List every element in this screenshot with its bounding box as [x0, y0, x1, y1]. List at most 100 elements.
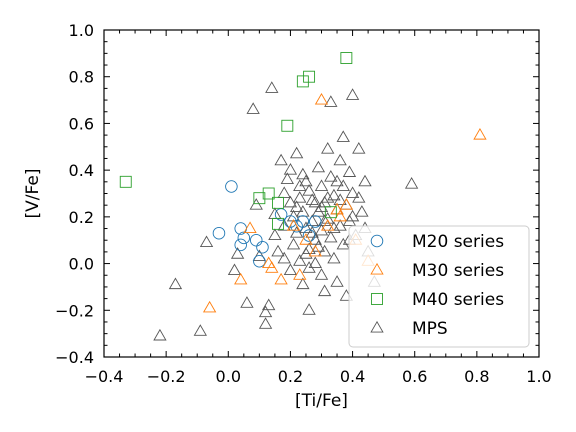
legend-marker [370, 262, 384, 275]
axis-ticks [103, 29, 540, 358]
legend-label: M40 series [412, 290, 504, 310]
data-point [311, 160, 326, 173]
y-tick-label: −0.4 [55, 348, 94, 367]
data-point [283, 163, 298, 175]
data-point [345, 186, 360, 198]
data-point [256, 240, 269, 254]
data-point [352, 142, 366, 154]
legend-box [348, 225, 530, 348]
data-point [243, 221, 257, 234]
legend: M20 series M30 series M40 series MPS [348, 225, 530, 348]
series-m40-series [119, 52, 353, 230]
data-point [305, 193, 319, 205]
y-tick-label: −0.2 [55, 301, 94, 320]
x-tick-label: 0.0 [216, 367, 241, 386]
data-point [327, 221, 341, 234]
data-point [314, 268, 329, 280]
data-point [321, 191, 335, 203]
data-point [153, 328, 167, 341]
y-tick-label: 0.8 [69, 68, 94, 87]
y-axis-label: [V/Fe] [23, 169, 43, 219]
data-point [296, 167, 310, 180]
data-point [330, 174, 344, 187]
x-tick-label: 0.8 [464, 367, 489, 386]
data-point [303, 70, 316, 83]
x-tick-label: 1.0 [526, 367, 551, 386]
data-point [268, 228, 282, 241]
data-point [234, 272, 248, 285]
data-point [253, 254, 266, 268]
data-point [336, 130, 350, 142]
data-point [308, 195, 322, 208]
data-point [199, 235, 214, 248]
data-point [330, 202, 344, 215]
data-point [308, 244, 322, 257]
data-point [321, 219, 335, 231]
data-point [277, 219, 291, 231]
legend-marker [371, 293, 383, 305]
data-point [314, 200, 329, 212]
legend-label: M20 series [412, 232, 504, 252]
data-point [225, 180, 238, 193]
data-point [252, 249, 267, 262]
data-point [324, 170, 338, 182]
x-tick-label: 0.2 [278, 367, 303, 386]
data-point [302, 184, 316, 196]
points-layer [119, 52, 487, 341]
data-point [308, 233, 322, 245]
data-point [296, 75, 309, 88]
data-point [272, 217, 284, 230]
data-point [342, 165, 357, 177]
data-point [345, 88, 360, 100]
legend-label: MPS [412, 319, 448, 339]
legend-marker [370, 234, 384, 248]
data-point [212, 226, 226, 240]
data-point [193, 324, 207, 336]
data-point [309, 215, 322, 228]
data-point [324, 95, 338, 107]
data-point [352, 191, 366, 203]
data-point [265, 81, 279, 93]
data-point [168, 277, 183, 290]
data-point [333, 209, 347, 222]
data-point [249, 233, 263, 247]
data-point [340, 52, 353, 64]
data-point [327, 251, 341, 264]
data-point [296, 277, 310, 290]
data-point [324, 206, 337, 219]
data-point [262, 298, 276, 311]
data-point [345, 209, 360, 222]
data-point [296, 215, 310, 228]
data-point [299, 233, 313, 245]
data-point [324, 230, 338, 243]
data-point [333, 193, 347, 205]
data-point [404, 177, 419, 189]
data-point [308, 256, 322, 269]
data-point [274, 272, 288, 285]
data-point [283, 263, 298, 276]
legend-label: M30 series [412, 261, 504, 281]
data-point [277, 186, 291, 198]
data-point [302, 229, 316, 242]
x-axis-label: [Ti/Fe] [295, 391, 348, 411]
data-point [473, 128, 487, 140]
x-tick-label: 0.4 [340, 367, 365, 386]
y-tick-label: 0.0 [69, 255, 94, 274]
data-point [305, 226, 319, 238]
data-point [262, 187, 275, 200]
data-point [230, 247, 245, 259]
data-point [280, 172, 294, 184]
data-point [286, 237, 301, 250]
legend-marker [370, 320, 384, 333]
data-point [293, 268, 307, 280]
data-point [289, 226, 304, 238]
data-point [293, 191, 307, 203]
data-point [302, 303, 316, 315]
data-point [246, 102, 260, 114]
data-point [299, 247, 313, 259]
data-point [253, 192, 266, 205]
data-point [289, 146, 304, 159]
data-point [314, 179, 329, 191]
series-mps [153, 81, 419, 341]
x-tick-label: 0.6 [402, 367, 427, 386]
